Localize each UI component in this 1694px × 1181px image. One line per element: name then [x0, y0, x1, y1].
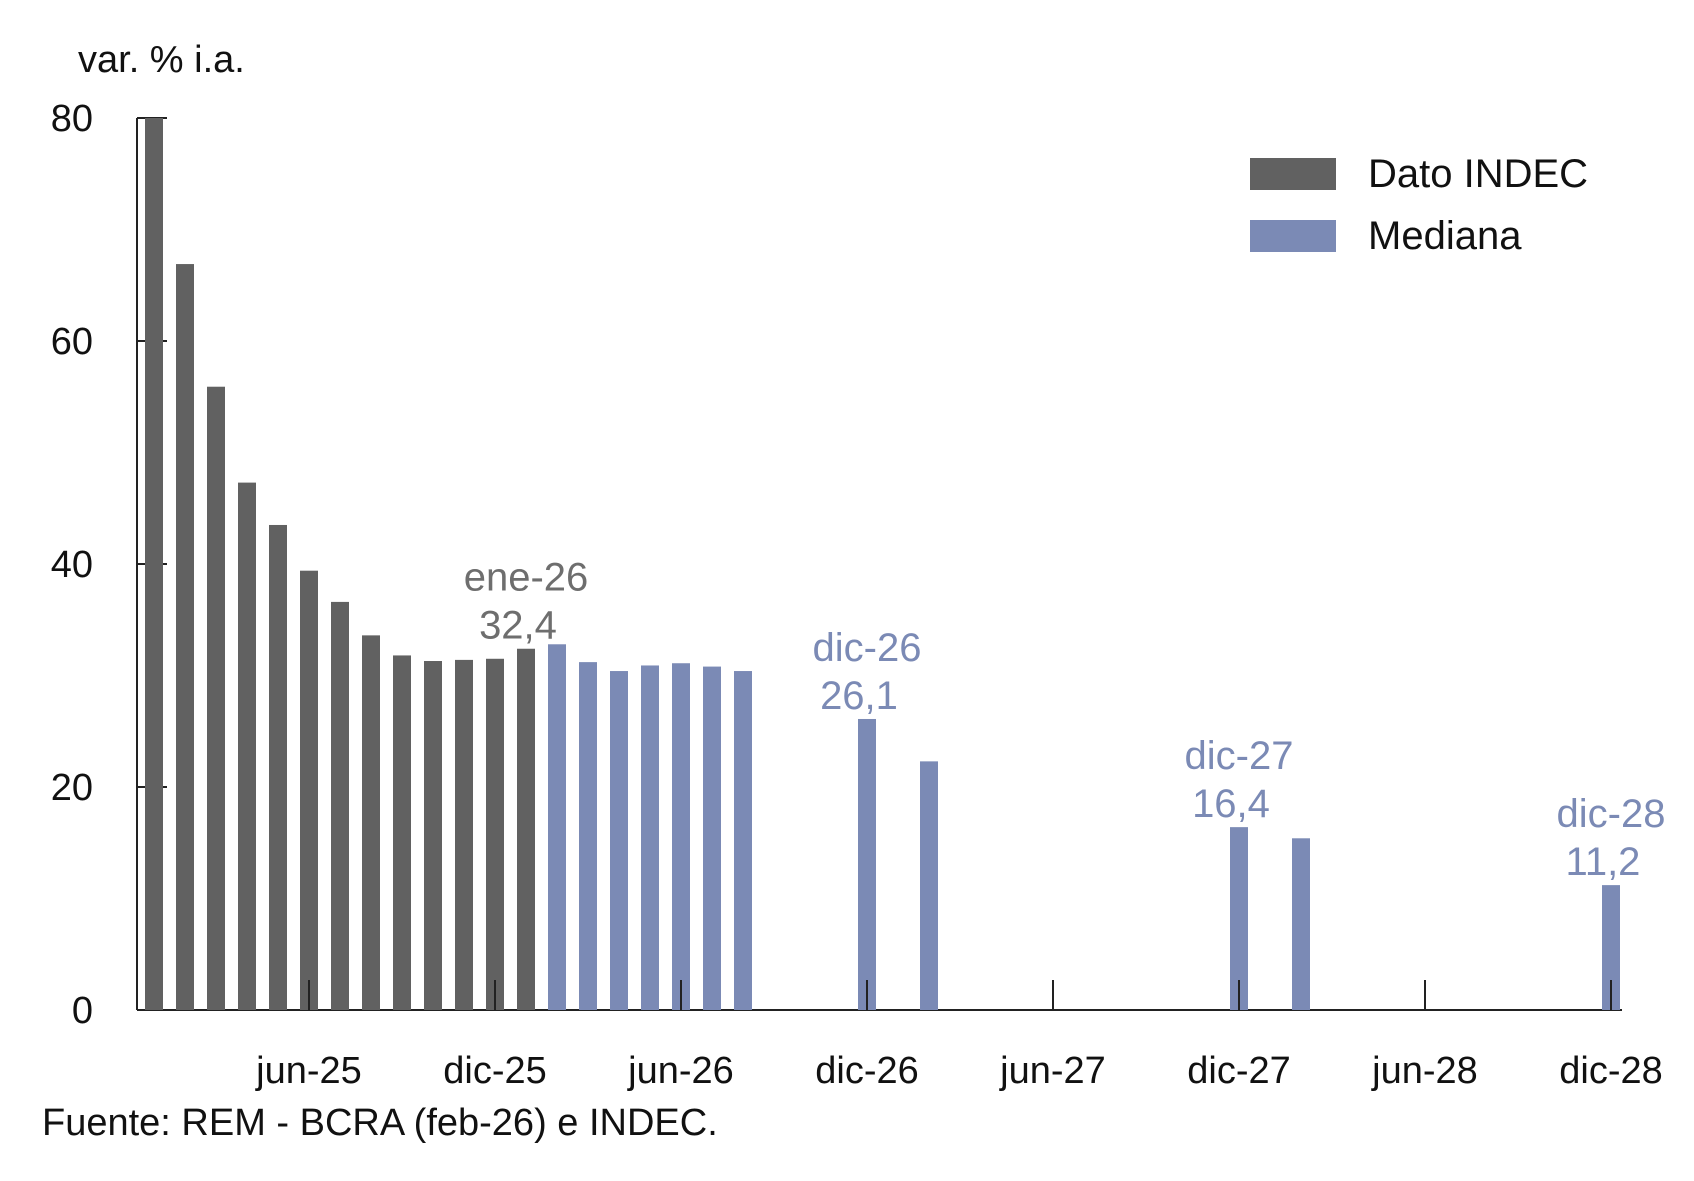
bar-indec [331, 601, 349, 1010]
y-tick-label: 0 [72, 990, 93, 1032]
bar-mediana [734, 671, 752, 1010]
y-tick-label: 80 [51, 98, 93, 140]
bar-indec [455, 659, 473, 1010]
bar-mediana [858, 718, 876, 1010]
bar-indec [145, 118, 163, 1010]
bar-mediana [610, 671, 628, 1010]
bar-mediana [548, 644, 566, 1010]
bar-mediana [579, 662, 597, 1010]
legend-label-mediana: Mediana [1368, 214, 1522, 258]
annotation-value-label: 16,4 [1192, 782, 1270, 826]
bar-mediana [703, 666, 721, 1010]
annotation-date-label: dic-26 [813, 626, 922, 670]
x-tick-label: jun-27 [999, 1050, 1106, 1092]
bar-mediana [1602, 885, 1620, 1010]
bar-indec [424, 661, 442, 1010]
bars [145, 118, 1620, 1011]
x-tick-label: jun-26 [627, 1050, 734, 1092]
bar-indec [393, 655, 411, 1010]
x-tick-label: dic-25 [443, 1050, 547, 1092]
bar-indec [176, 264, 194, 1010]
annotation-value-label: 32,4 [479, 604, 557, 648]
annotation-value-label: 11,2 [1566, 840, 1641, 884]
bar-indec [362, 635, 380, 1010]
bar-indec [238, 482, 256, 1011]
bar-indec [300, 570, 318, 1010]
bar-indec [486, 658, 504, 1010]
annotation-date-label: dic-27 [1185, 734, 1294, 778]
y-tick-label: 60 [51, 321, 93, 363]
y-tick-label: 20 [51, 767, 93, 809]
legend: Dato INDEC Mediana [1250, 152, 1588, 258]
x-tick-label: dic-27 [1187, 1050, 1291, 1092]
bar-mediana [641, 665, 659, 1010]
bar-mediana [920, 761, 938, 1010]
legend-label-indec: Dato INDEC [1368, 152, 1588, 196]
x-tick-label: jun-25 [255, 1050, 362, 1092]
annotation-value-label: 26,1 [820, 674, 898, 718]
legend-swatch-mediana [1250, 220, 1336, 252]
annotation-date-label: dic-28 [1557, 792, 1666, 836]
x-axis-ticks: jun-25 dic-25 jun-26 dic-26 jun-27 dic-27 jun-… [255, 980, 1663, 1092]
x-tick-label: dic-26 [815, 1050, 919, 1092]
bar-indec [517, 648, 535, 1010]
y-tick-label: 40 [51, 544, 93, 586]
bar-mediana [1292, 838, 1310, 1010]
bar-indec [269, 524, 287, 1010]
bar-mediana [1230, 827, 1248, 1010]
legend-swatch-indec [1250, 158, 1336, 190]
x-tick-label: jun-28 [1371, 1050, 1478, 1092]
annotation-date-label: ene-26 [464, 556, 589, 600]
bar-mediana [672, 663, 690, 1010]
y-axis-title: var. % i.a. [78, 39, 245, 81]
source-note: Fuente: REM - BCRA (feb-26) e INDEC. [42, 1102, 718, 1144]
x-tick-label: dic-28 [1559, 1050, 1663, 1092]
bar-indec [207, 386, 225, 1011]
